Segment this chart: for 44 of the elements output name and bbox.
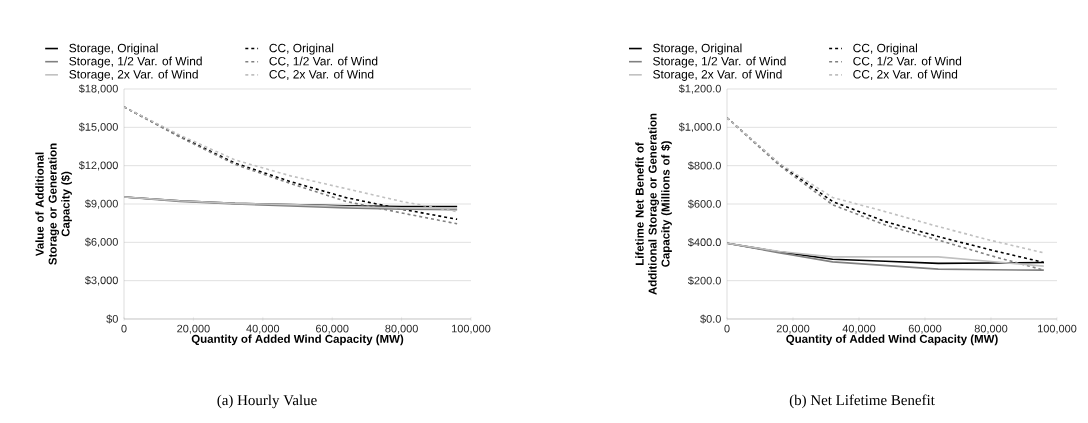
legend-label: Storage, 1/2 Var. of Wind bbox=[69, 56, 202, 68]
y-tick-label: $1,200.0 bbox=[678, 84, 721, 94]
y-tick-label: $3,000 bbox=[84, 275, 118, 286]
legend-label: Storage, 2x Var. of Wind bbox=[653, 69, 782, 81]
y-tick-label: $18,000 bbox=[78, 84, 118, 94]
x-tick-label: 0 bbox=[121, 324, 127, 333]
y-tick-label: $800.0 bbox=[687, 161, 721, 171]
y-tick-label: $0.0 bbox=[700, 314, 721, 324]
y-tick-label: $200.0 bbox=[687, 276, 721, 286]
legend-label: CC, 2x Var. of Wind bbox=[269, 69, 374, 80]
y-tick-label: $6,000 bbox=[84, 237, 118, 248]
legend-label: CC, Original bbox=[853, 43, 917, 55]
y-axis-title: Lifetime Net Benefit of Additional Storage or Generation Capacity (Millions of $) bbox=[635, 113, 672, 295]
text: (a) Hourly Value bbox=[217, 394, 317, 409]
y-tick-label: $1,000.0 bbox=[678, 122, 721, 133]
y-tick-label: $15,000 bbox=[78, 122, 118, 133]
x-axis-title: Quantity of Added Wind Capacity (MW) bbox=[786, 334, 998, 346]
x-tick-label: 80,000 bbox=[974, 324, 1008, 334]
legend-label: Storage, Original bbox=[653, 43, 742, 55]
y-tick-label: $9,000 bbox=[84, 199, 118, 209]
x-tick-label: 100,000 bbox=[1038, 324, 1077, 334]
x-tick-label: 0 bbox=[724, 324, 730, 333]
y-tick-label: $0 bbox=[106, 314, 118, 324]
y-tick-label: $600.0 bbox=[687, 199, 721, 209]
x-axis-title: Quantity of Added Wind Capacity (MW) bbox=[191, 334, 404, 346]
legend-label: CC, 1/2 Var. of Wind bbox=[269, 56, 378, 67]
y-axis-title: Value of Additional Storage or Generation Capacity ($) bbox=[35, 143, 72, 265]
x-tick-label: 80,000 bbox=[385, 324, 418, 334]
legend-label: Storage, 1/2 Var. of Wind bbox=[653, 56, 786, 68]
x-tick-label: 60,000 bbox=[316, 324, 349, 334]
x-tick-label: 20,000 bbox=[776, 324, 810, 334]
x-tick-label: 40,000 bbox=[842, 324, 876, 334]
y-tick-label: $12,000 bbox=[78, 160, 118, 171]
text: (b) Net Lifetime Benefit bbox=[789, 394, 935, 409]
x-tick-label: 20,000 bbox=[177, 324, 210, 334]
x-tick-label: 60,000 bbox=[908, 324, 942, 334]
legend-label: Storage, 2x Var. of Wind bbox=[69, 69, 198, 81]
y-tick-label: $400.0 bbox=[687, 237, 721, 247]
legend-label: CC, Original bbox=[269, 43, 334, 55]
legend-label: CC, 1/2 Var. of Wind bbox=[853, 56, 962, 67]
legend-label: CC, 2x Var. of Wind bbox=[853, 69, 958, 80]
x-tick-label: 40,000 bbox=[246, 324, 280, 334]
legend-label: Storage, Original bbox=[69, 43, 158, 55]
x-tick-label: 100,000 bbox=[452, 324, 491, 334]
